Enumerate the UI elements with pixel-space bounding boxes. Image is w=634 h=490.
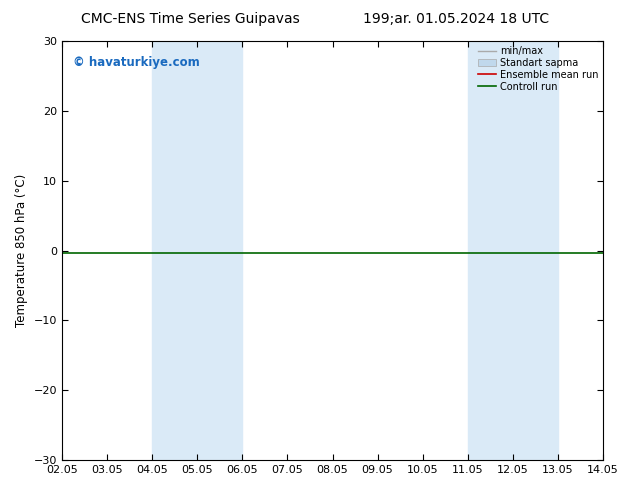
Bar (152, 41, 242, 460)
Bar (468, 41, 558, 460)
Text: CMC-ENS Time Series Guipavas: CMC-ENS Time Series Guipavas (81, 12, 300, 26)
Text: © havaturkiye.com: © havaturkiye.com (73, 56, 200, 69)
Legend: min/max, Standart sapma, Ensemble mean run, Controll run: min/max, Standart sapma, Ensemble mean r… (476, 44, 600, 94)
Text: 199;ar. 01.05.2024 18 UTC: 199;ar. 01.05.2024 18 UTC (363, 12, 550, 26)
Y-axis label: Temperature 850 hPa (°C): Temperature 850 hPa (°C) (15, 174, 28, 327)
